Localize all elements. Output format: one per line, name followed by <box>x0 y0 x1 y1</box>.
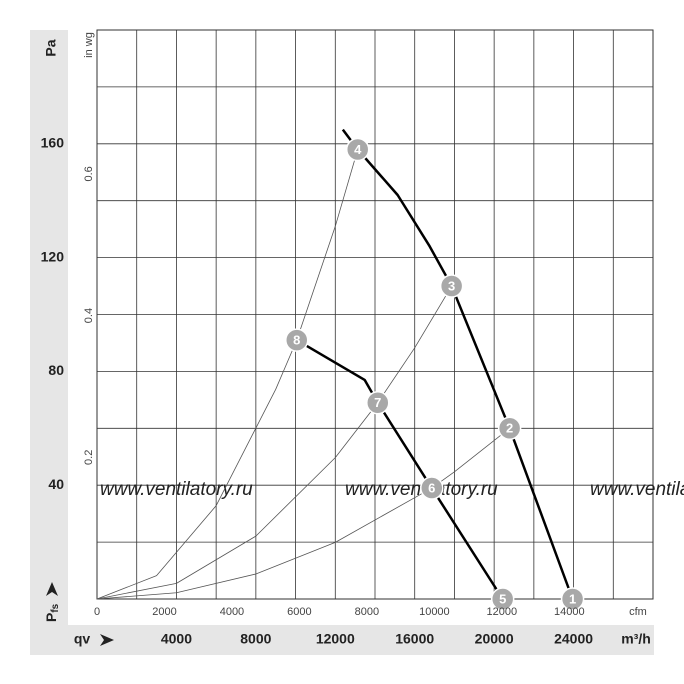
y2-tick-label: 0.6 <box>83 166 95 181</box>
x2-tick-label: 0 <box>94 606 100 618</box>
point-marker <box>420 476 444 500</box>
y-tick-label: 80 <box>48 362 64 378</box>
point-label: 2 <box>506 421 513 436</box>
y-arrow <box>46 582 58 596</box>
grid <box>96 29 654 600</box>
curve <box>96 149 359 600</box>
x-tick-label: 4000 <box>161 631 192 647</box>
x-tick-label: 24000 <box>554 631 593 647</box>
point-label: 7 <box>374 395 381 410</box>
x-tick-label: 16000 <box>395 631 434 647</box>
x-tick-label: 20000 <box>475 631 514 647</box>
x2-tick-label: 2000 <box>152 606 176 618</box>
x-name: qv <box>74 631 91 647</box>
y2-tick-label: 0.2 <box>83 450 95 465</box>
point-marker <box>560 587 585 611</box>
curve <box>96 285 452 600</box>
x2-label: cfm <box>629 606 647 618</box>
x-label: m³/h <box>621 631 651 647</box>
x2-tick-label: 14000 <box>554 606 585 618</box>
point-marker <box>497 416 522 441</box>
point-label: 1 <box>569 591 576 606</box>
y-tick-label: 40 <box>48 476 64 492</box>
point-label: 4 <box>354 142 362 157</box>
x-tick-label: 12000 <box>316 631 355 647</box>
point-marker <box>345 137 370 162</box>
x2-tick-label: 12000 <box>487 606 518 618</box>
point-marker <box>439 274 464 298</box>
bottom-band <box>30 625 654 655</box>
point-label: 3 <box>448 278 455 293</box>
operating-points: 1 2 3 4 5 6 7 8 <box>285 137 585 611</box>
point-marker <box>490 587 515 611</box>
x-tick-label: 8000 <box>240 631 271 647</box>
y-symbol-sub: fs <box>50 603 61 612</box>
point-label: 8 <box>293 333 300 348</box>
curve <box>96 427 510 600</box>
y-label: Pa <box>43 39 59 56</box>
x2-tick-label: 4000 <box>220 606 244 618</box>
x2-tick-label: 8000 <box>355 606 379 618</box>
x2-tick-label: 6000 <box>287 606 311 618</box>
point-marker <box>285 328 309 352</box>
x2-tick-label: 10000 <box>419 606 450 618</box>
point-marker <box>366 390 390 415</box>
y2-label: in wg <box>83 32 95 58</box>
left-band <box>30 30 68 625</box>
y-tick-label: 120 <box>41 248 65 264</box>
watermarks: www.ventilatory.ruwww.ventilatory.ruwww.… <box>100 479 684 500</box>
point-label: 6 <box>428 480 435 495</box>
y-symbol: P <box>43 613 59 622</box>
x-arrow <box>100 634 114 646</box>
point-label: 5 <box>499 591 506 606</box>
watermark: www.ventilatory.ru <box>590 479 684 500</box>
watermark: www.ventilatory.ru <box>100 479 253 500</box>
y-tick-label: 160 <box>41 135 65 151</box>
y-name: Pfs <box>43 603 61 622</box>
y2-tick-label: 0.4 <box>83 308 95 323</box>
